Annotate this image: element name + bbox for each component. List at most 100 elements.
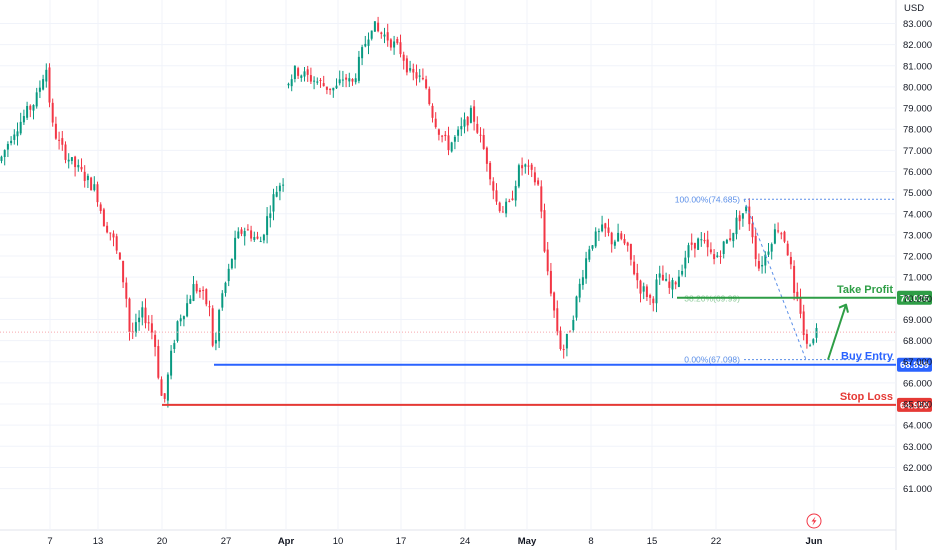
candle-down [645,286,648,297]
candle-up [700,239,703,241]
candle-up [812,339,815,344]
candle-up [170,350,173,376]
candle-down [48,67,51,103]
candle-down [325,86,328,90]
candle-down [437,129,440,135]
candle-up [373,21,376,32]
candle-down [639,280,642,294]
candle-down [652,298,655,304]
candle-down [256,236,259,239]
level-label: Stop Loss [840,391,893,403]
candle-down [246,229,249,231]
candle-up [383,34,386,37]
candle-down [549,270,552,294]
candle-down [425,79,428,89]
candle-up [19,121,22,134]
candle-down [479,134,482,136]
candle-up [764,254,767,266]
time-axis[interactable]: 7 13 20 27 Apr 10 17 24 May 8 15 22 Jun [47,536,822,547]
candle-up [182,316,185,320]
x-tick-label: 13 [93,536,104,547]
candle-up [585,258,588,279]
candle-up [272,194,275,212]
candle-down [789,256,792,265]
y-tick-label: 67.000 [903,357,932,368]
candle-up [26,105,29,118]
candle-up [341,79,344,81]
candle-up [588,249,591,260]
candle-down [473,106,476,122]
candle-down [351,79,354,82]
candle-up [138,317,141,323]
candle-down [556,308,559,332]
candle-up [357,56,360,81]
candle-down [783,231,786,242]
candle-down [125,282,128,299]
candle-down [115,236,118,251]
candle-down [607,227,610,233]
candle-up [316,81,319,83]
price-axis[interactable]: USD 83.000 82.000 81.000 80.000 79.000 78.000… [903,3,932,495]
candle-down [250,230,253,239]
candle-down [799,298,802,314]
candle-up [393,41,396,48]
x-tick-label: May [518,536,537,547]
candle-up [591,245,594,249]
candle-up [335,85,338,89]
y-tick-label: 77.000 [903,146,932,157]
currency-label: USD [904,3,924,14]
y-tick-label: 80.000 [903,82,932,93]
y-tick-label: 65.000 [903,400,932,411]
candle-up [77,164,80,168]
y-tick-label: 68.000 [903,336,932,347]
candle-down [434,118,437,128]
candle-up [176,321,179,342]
candle-up [597,231,600,233]
candle-up [338,79,341,84]
y-tick-label: 72.000 [903,252,932,263]
y-tick-label: 76.000 [903,167,932,178]
candle-down [297,68,300,76]
candle-up [745,206,748,212]
candle-up [70,157,73,161]
candle-down [405,58,408,73]
candle-up [463,119,466,127]
candle-up [581,277,584,286]
candle-up [735,217,738,235]
candle-up [275,191,278,197]
candle-up [524,164,527,167]
candle-up [230,259,233,269]
candle-up [42,79,45,90]
flash-icon[interactable] [806,513,822,529]
x-tick-label: 15 [647,536,658,547]
y-tick-label: 75.000 [903,188,932,199]
candle-down [80,166,83,170]
candle-up [13,134,16,140]
y-tick-label: 64.000 [903,421,932,432]
take-profit-arrow [827,304,847,360]
candle-down [118,252,121,260]
candle-down [604,223,607,229]
candle-up [262,234,265,241]
candle-up [767,251,770,255]
candle-down [51,102,54,123]
candle-up [214,340,217,344]
candle-down [54,123,57,139]
candle-down [415,72,418,79]
candle-down [160,379,163,396]
candle-down [777,230,780,232]
candle-down [805,333,808,344]
candle-down [380,32,383,35]
candle-down [441,135,444,137]
candle-down [530,164,533,170]
candle-down [719,255,722,257]
candle-down [498,202,501,212]
candle-down [543,210,546,252]
candle-down [122,260,125,283]
candle-up [658,273,661,278]
candle-up [287,83,290,86]
candle-up [684,257,687,269]
candle-down [533,172,536,183]
candle-down [147,322,150,324]
